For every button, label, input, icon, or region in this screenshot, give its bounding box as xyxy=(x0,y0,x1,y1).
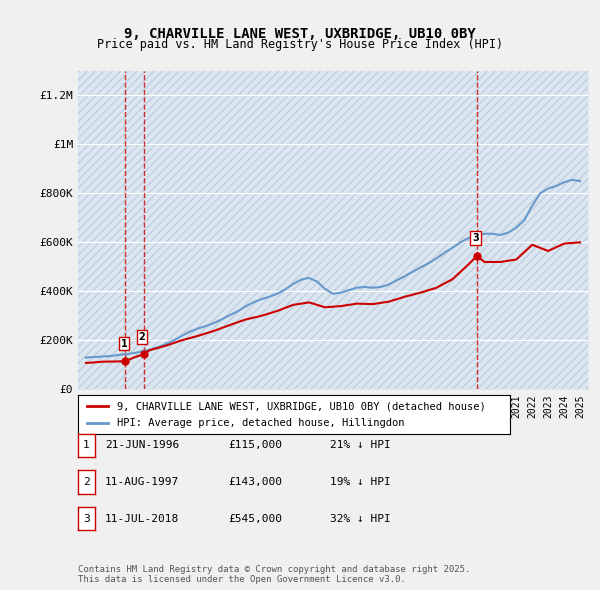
Text: 21% ↓ HPI: 21% ↓ HPI xyxy=(330,441,391,450)
Text: HPI: Average price, detached house, Hillingdon: HPI: Average price, detached house, Hill… xyxy=(117,418,404,428)
Text: £115,000: £115,000 xyxy=(228,441,282,450)
Text: 1: 1 xyxy=(121,339,127,349)
Text: 2: 2 xyxy=(139,332,145,342)
Text: 11-AUG-1997: 11-AUG-1997 xyxy=(105,477,179,487)
Text: 11-JUL-2018: 11-JUL-2018 xyxy=(105,514,179,523)
Text: 1: 1 xyxy=(83,441,90,450)
Text: 32% ↓ HPI: 32% ↓ HPI xyxy=(330,514,391,523)
Text: 3: 3 xyxy=(83,514,90,523)
Text: Price paid vs. HM Land Registry's House Price Index (HPI): Price paid vs. HM Land Registry's House … xyxy=(97,38,503,51)
Text: 2: 2 xyxy=(83,477,90,487)
Text: 9, CHARVILLE LANE WEST, UXBRIDGE, UB10 0BY (detached house): 9, CHARVILLE LANE WEST, UXBRIDGE, UB10 0… xyxy=(117,401,485,411)
Text: 9, CHARVILLE LANE WEST, UXBRIDGE, UB10 0BY: 9, CHARVILLE LANE WEST, UXBRIDGE, UB10 0… xyxy=(124,27,476,41)
Text: 21-JUN-1996: 21-JUN-1996 xyxy=(105,441,179,450)
Text: 3: 3 xyxy=(472,233,479,243)
Text: 19% ↓ HPI: 19% ↓ HPI xyxy=(330,477,391,487)
Text: £545,000: £545,000 xyxy=(228,514,282,523)
Text: £143,000: £143,000 xyxy=(228,477,282,487)
Text: Contains HM Land Registry data © Crown copyright and database right 2025.
This d: Contains HM Land Registry data © Crown c… xyxy=(78,565,470,584)
FancyBboxPatch shape xyxy=(78,71,588,389)
